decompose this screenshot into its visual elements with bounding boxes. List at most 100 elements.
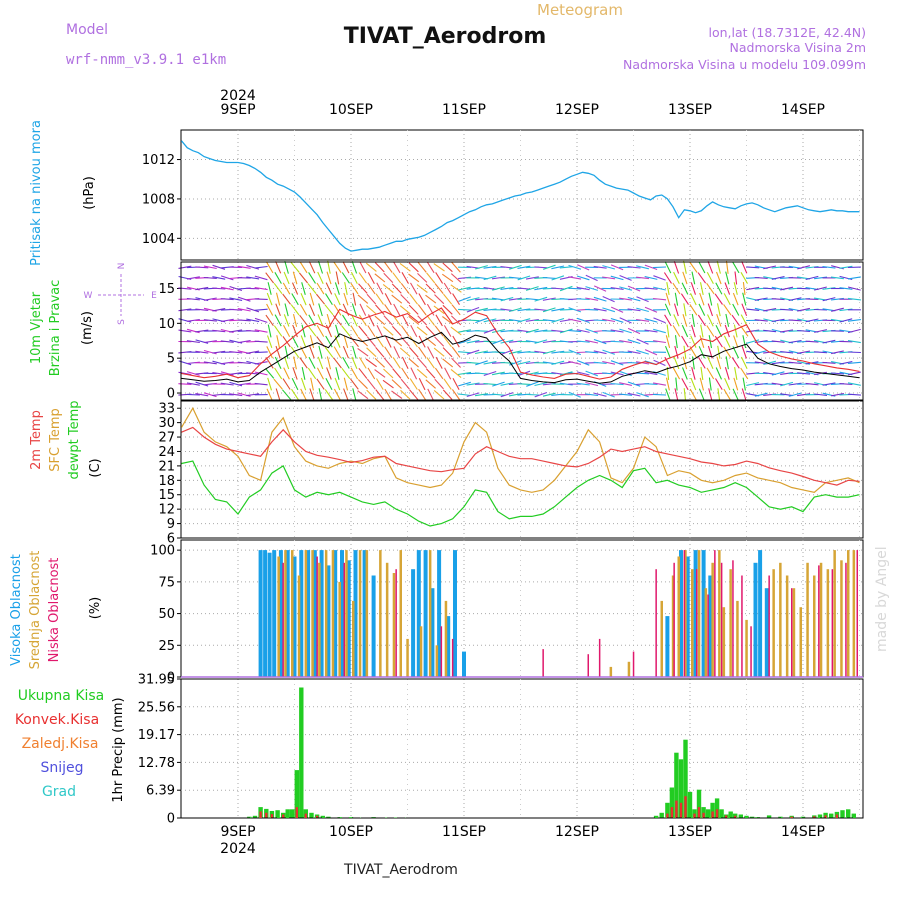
credit-watermark: made by Angel	[874, 546, 890, 652]
low-cloud-bar	[452, 639, 454, 677]
mid-cloud-bar	[352, 601, 355, 677]
precip-legend-3: Snijeg	[40, 760, 83, 776]
top-date-label: 13SEP	[668, 102, 712, 118]
top-date-label: 14SEP	[781, 102, 825, 118]
mid-cloud-bar	[338, 582, 341, 677]
mid-cloud-bar	[786, 576, 789, 678]
temperature-frame	[181, 401, 863, 538]
mid-cloud-bar	[793, 588, 796, 677]
wind-arrow	[458, 309, 471, 310]
pressure-ylabel: Pritisak na nivou mora	[29, 120, 44, 266]
wind-ytick-label: 10	[158, 317, 175, 332]
mid-cloud-bar	[745, 620, 748, 677]
total-precip-bar	[309, 813, 313, 818]
cloud-ytick-label: 50	[158, 607, 175, 622]
total-precip-bar	[275, 810, 279, 818]
mid-cloud-bar	[800, 607, 803, 677]
low-cloud-bar	[599, 639, 601, 677]
precip-ytick-label: 0	[167, 812, 175, 827]
mid-cloud-bar	[711, 563, 714, 677]
temperature-ytick-label: 30	[158, 416, 175, 431]
pressure-unit-label: (hPa)	[82, 176, 97, 210]
high-cloud-bar	[268, 553, 272, 677]
precip-legend-1: Konvek.Kisa	[15, 712, 99, 728]
high-cloud-bar	[411, 569, 415, 677]
low-cloud-bar	[673, 563, 675, 677]
convective-precip-bar	[666, 814, 668, 818]
mid-cloud-bar	[698, 550, 701, 677]
y-axis-labels: Pritisak na nivou mora (hPa) 10m Vjetar Brz…	[9, 120, 157, 803]
convective-precip-bar	[702, 813, 704, 818]
mid-cloud-bar	[318, 563, 321, 677]
bottom-date-label: 12SEP	[555, 824, 599, 840]
cloud-ytick-label: 25	[158, 639, 175, 654]
wind-arrow	[509, 373, 522, 374]
precip-legend-4: Grad	[42, 784, 76, 800]
bottom-date-label: 9SEP	[220, 824, 255, 840]
mid-cloud-bar	[420, 626, 423, 677]
temperature-ytick-label: 33	[158, 402, 175, 417]
wind-ylabel-sub: Brzina i Pravac	[48, 280, 63, 377]
mid-cloud-bar	[291, 550, 294, 677]
mid-cloud-bar	[400, 550, 403, 677]
elevation-label: Nadmorska Visina 2m	[730, 40, 867, 55]
mid-cloud-bar	[705, 588, 708, 677]
wind-ytick-label: 5	[167, 352, 175, 367]
precip-legend-2: Zaledj.Kisa	[22, 736, 99, 752]
precip-ytick-label: 19.17	[138, 728, 175, 743]
convective-precip-bar	[675, 801, 677, 818]
low-cloud-bar	[542, 649, 544, 677]
low-cloud-bar	[857, 550, 859, 677]
total-precip-bar	[818, 815, 822, 819]
high-cloud-bar	[272, 550, 276, 677]
high-cloud-bar	[665, 616, 669, 677]
mid-cloud-bar	[661, 601, 664, 677]
convective-precip-bar	[271, 814, 273, 818]
cloud-ylabel-0: Visoka Oblacnost	[9, 554, 24, 666]
convective-precip-bar	[305, 814, 307, 818]
total-precip-bar	[290, 809, 294, 818]
convective-precip-bar	[711, 812, 713, 819]
temperature-ytick-label: 15	[158, 488, 175, 503]
convective-precip-bar	[693, 814, 695, 818]
high-cloud-bar	[462, 652, 466, 677]
wind-ylabel: 10m Vjetar	[29, 291, 44, 364]
low-cloud-bar	[441, 626, 443, 677]
bottom-date-label: 10SEP	[329, 824, 373, 840]
high-cloud-bar	[758, 550, 762, 677]
mid-cloud-bar	[729, 569, 732, 677]
cloud-ylabel-2: Niska Oblacnost	[47, 558, 62, 663]
mid-cloud-bar	[393, 573, 396, 677]
total-precip-bar	[286, 809, 290, 818]
high-cloud-bar	[259, 550, 263, 677]
low-cloud-bar	[684, 550, 686, 677]
top-date-label: 9SEP	[220, 102, 255, 118]
compass-east-label: E	[151, 291, 157, 301]
low-cloud-bar	[818, 565, 820, 677]
high-cloud-bar	[372, 576, 376, 678]
mid-cloud-bar	[359, 550, 362, 677]
mid-cloud-bar	[723, 607, 726, 677]
low-cloud-bar	[696, 569, 698, 677]
mid-cloud-bar	[718, 550, 721, 677]
mid-cloud-bar	[840, 560, 843, 677]
precip-ytick-label: 12.78	[138, 756, 175, 771]
low-cloud-bar	[316, 557, 318, 678]
compass-north-label: N	[117, 263, 127, 270]
convective-precip-bar	[716, 809, 718, 818]
temperature-ylabel-1: SFC Temp	[48, 408, 63, 472]
meteogram-label: Meteogram	[537, 1, 623, 19]
top-year-label: 2024	[220, 88, 256, 104]
low-cloud-bar	[721, 563, 723, 677]
low-cloud-bar	[714, 550, 716, 677]
mid-cloud-bar	[345, 550, 348, 677]
top-date-label: 12SEP	[555, 102, 599, 118]
compass-west-label: W	[84, 291, 93, 301]
total-precip-bar	[688, 792, 692, 818]
convective-precip-bar	[698, 807, 700, 818]
